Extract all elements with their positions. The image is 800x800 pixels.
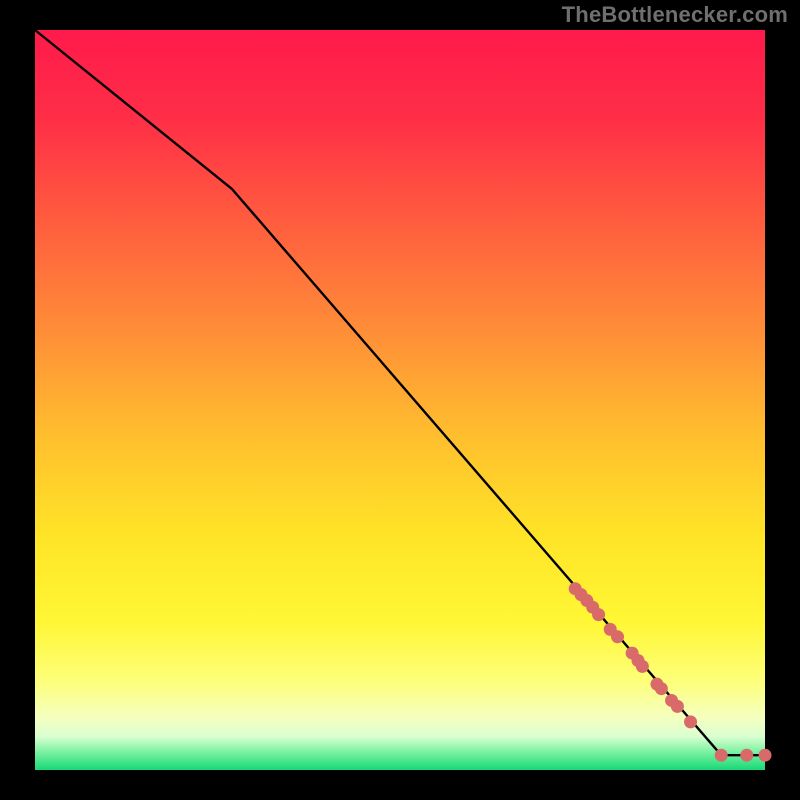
chart-marker — [759, 749, 772, 762]
chart-marker — [684, 715, 697, 728]
chart-marker — [592, 608, 605, 621]
chart-marker — [740, 749, 753, 762]
chart-marker — [715, 749, 728, 762]
watermark-text: TheBottlenecker.com — [562, 2, 788, 28]
chart-gradient-area — [35, 30, 765, 770]
bottleneck-chart — [0, 0, 800, 800]
chart-marker — [611, 630, 624, 643]
chart-marker — [655, 682, 668, 695]
chart-marker — [671, 700, 684, 713]
chart-marker — [636, 660, 649, 673]
